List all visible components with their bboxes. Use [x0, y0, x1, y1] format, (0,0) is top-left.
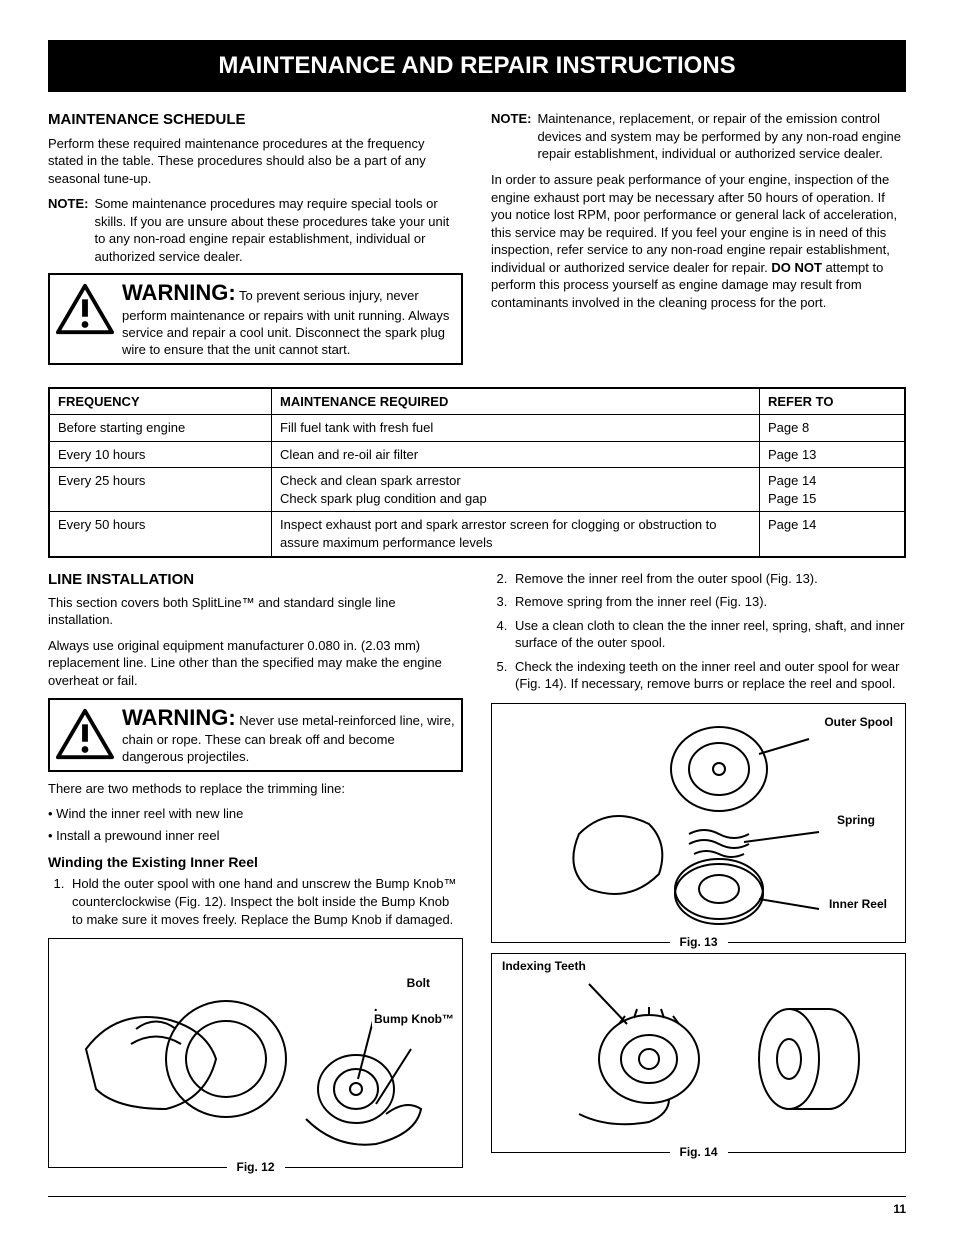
warning-1-text: WARNING: To prevent serious injury, neve… [122, 279, 455, 358]
table-cell: Before starting engine [49, 415, 272, 442]
fig14-label-teeth: Indexing Teeth [500, 958, 588, 974]
step-item: Remove the inner reel from the outer spo… [511, 570, 906, 588]
fig12-illustration [76, 949, 436, 1159]
fig13-caption: Fig. 13 [669, 934, 727, 950]
table-cell: Page 8 [759, 415, 905, 442]
line-p2: Always use original equipment manufactur… [48, 637, 463, 690]
table-row: Every 25 hoursCheck and clean spark arre… [49, 468, 905, 512]
table-cell: Page 14 Page 15 [759, 468, 905, 512]
figure-12: Bolt Bump Knob™ Fig. 12 [48, 938, 463, 1168]
warning-box-2: WARNING: Never use metal-reinforced line… [48, 698, 463, 772]
step-item: Remove spring from the inner reel (Fig. … [511, 593, 906, 611]
method-bullets: Wind the inner reel with new line Install… [48, 805, 463, 844]
step-1: Hold the outer spool with one hand and u… [68, 875, 463, 928]
winding-subheading: Winding the Existing Inner Reel [48, 853, 463, 872]
note-label: NOTE: [48, 195, 88, 265]
warning-triangle-icon [56, 283, 114, 335]
right-steps: Remove the inner reel from the outer spo… [511, 570, 906, 693]
maintenance-schedule-heading: MAINTENANCE SCHEDULE [48, 110, 463, 130]
table-cell: Check and clean spark arrestor Check spa… [272, 468, 760, 512]
th-refer: REFER TO [759, 388, 905, 415]
table-row: Every 10 hoursClean and re-oil air filte… [49, 441, 905, 468]
page-number: 11 [48, 1201, 906, 1217]
warning-2-text: WARNING: Never use metal-reinforced line… [122, 704, 455, 766]
line-install-heading: LINE INSTALLATION [48, 570, 463, 590]
note-body-2: Maintenance, replacement, or repair of t… [537, 110, 906, 163]
schedule-intro: Perform these required maintenance proce… [48, 135, 463, 188]
warning-triangle-icon [56, 708, 114, 760]
left-steps: Hold the outer spool with one hand and u… [68, 875, 463, 928]
fig13-label-outer: Outer Spool [822, 714, 895, 730]
warning-label-2: WARNING: [122, 705, 236, 730]
lower-columns: LINE INSTALLATION This section covers bo… [48, 570, 906, 1179]
table-cell: Every 10 hours [49, 441, 272, 468]
upper-columns: MAINTENANCE SCHEDULE Perform these requi… [48, 110, 906, 372]
figure-14: Indexing Teeth Fig. 14 [491, 953, 906, 1153]
table-row: Every 50 hoursInspect exhaust port and s… [49, 512, 905, 557]
note-label-2: NOTE: [491, 110, 531, 163]
table-cell: Page 13 [759, 441, 905, 468]
fig13-label-inner: Inner Reel [827, 896, 889, 912]
table-cell: Fill fuel tank with fresh fuel [272, 415, 760, 442]
line-p3: There are two methods to replace the tri… [48, 780, 463, 798]
line-p1: This section covers both SplitLine™ and … [48, 594, 463, 629]
table-cell: Inspect exhaust port and spark arrestor … [272, 512, 760, 557]
figure-13: Outer Spool Spring Inner Reel Fig. 13 [491, 703, 906, 943]
note-block-2: NOTE: Maintenance, replacement, or repai… [491, 110, 906, 163]
fig12-label-bump: Bump Knob™ [372, 1011, 456, 1027]
fig13-label-spring: Spring [835, 812, 877, 828]
table-row: Before starting engineFill fuel tank wit… [49, 415, 905, 442]
table-cell: Clean and re-oil air filter [272, 441, 760, 468]
fig14-illustration [519, 964, 879, 1134]
list-item: Install a prewound inner reel [48, 827, 463, 845]
list-item: Wind the inner reel with new line [48, 805, 463, 823]
th-maintenance: MAINTENANCE REQUIRED [272, 388, 760, 415]
fig13-illustration [519, 714, 879, 934]
warning-label: WARNING: [122, 280, 236, 305]
lower-right-col: Remove the inner reel from the outer spo… [491, 570, 906, 1179]
table-cell: Every 50 hours [49, 512, 272, 557]
footer-rule [48, 1196, 906, 1197]
do-not: DO NOT [771, 260, 822, 275]
page-banner: MAINTENANCE AND REPAIR INSTRUCTIONS [48, 40, 906, 92]
fig12-label-bolt: Bolt [405, 975, 432, 991]
table-cell: Page 14 [759, 512, 905, 557]
note-body: Some maintenance procedures may require … [94, 195, 463, 265]
upper-left-col: MAINTENANCE SCHEDULE Perform these requi… [48, 110, 463, 372]
lower-left-col: LINE INSTALLATION This section covers bo… [48, 570, 463, 1179]
fig12-caption: Fig. 12 [226, 1159, 284, 1175]
fig14-caption: Fig. 14 [669, 1144, 727, 1160]
maintenance-table: FREQUENCY MAINTENANCE REQUIRED REFER TO … [48, 387, 906, 558]
upper-right-col: NOTE: Maintenance, replacement, or repai… [491, 110, 906, 372]
step-item: Use a clean cloth to clean the the inner… [511, 617, 906, 652]
step-item: Check the indexing teeth on the inner re… [511, 658, 906, 693]
exhaust-port-para: In order to assure peak performance of y… [491, 171, 906, 311]
note-block-1: NOTE: Some maintenance procedures may re… [48, 195, 463, 265]
table-cell: Every 25 hours [49, 468, 272, 512]
th-frequency: FREQUENCY [49, 388, 272, 415]
warning-box-1: WARNING: To prevent serious injury, neve… [48, 273, 463, 364]
